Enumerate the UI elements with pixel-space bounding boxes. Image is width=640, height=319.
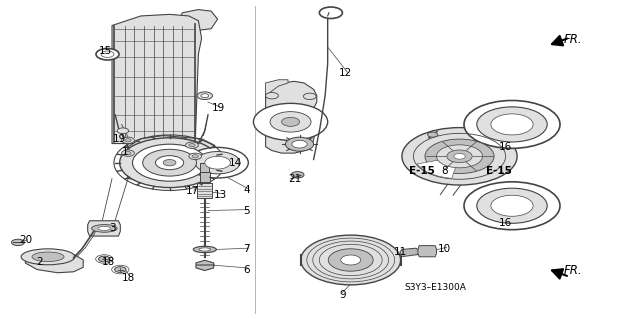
Text: 19: 19	[212, 103, 225, 114]
Text: 13: 13	[214, 189, 227, 200]
Polygon shape	[200, 172, 210, 182]
Circle shape	[115, 267, 126, 272]
Circle shape	[477, 188, 547, 223]
Circle shape	[187, 147, 248, 178]
Text: 14: 14	[229, 158, 242, 168]
Circle shape	[122, 137, 134, 144]
Ellipse shape	[92, 225, 117, 232]
Text: 16: 16	[499, 218, 512, 228]
Wedge shape	[417, 156, 460, 178]
Circle shape	[125, 139, 131, 142]
Circle shape	[402, 128, 517, 185]
Circle shape	[143, 149, 196, 176]
Polygon shape	[24, 250, 83, 273]
Circle shape	[491, 114, 533, 135]
Text: 8: 8	[442, 166, 448, 176]
Text: 18: 18	[122, 272, 134, 283]
Text: 4: 4	[243, 185, 250, 195]
Text: 9: 9	[339, 290, 346, 300]
Circle shape	[282, 117, 300, 126]
Text: 18: 18	[102, 257, 115, 267]
Circle shape	[436, 145, 483, 168]
Circle shape	[186, 142, 198, 148]
Circle shape	[197, 92, 212, 100]
Ellipse shape	[199, 248, 211, 251]
Text: E-15: E-15	[486, 166, 512, 176]
Text: FR.: FR.	[563, 33, 582, 46]
Circle shape	[447, 150, 472, 163]
Circle shape	[132, 144, 207, 181]
Ellipse shape	[21, 249, 75, 265]
Circle shape	[201, 94, 209, 98]
Text: 5: 5	[243, 205, 250, 216]
Polygon shape	[400, 248, 419, 256]
Polygon shape	[125, 136, 221, 182]
Polygon shape	[88, 221, 120, 236]
Circle shape	[491, 195, 533, 216]
Circle shape	[192, 155, 198, 158]
Ellipse shape	[98, 226, 111, 230]
Circle shape	[270, 112, 311, 132]
Text: 11: 11	[394, 247, 406, 257]
Circle shape	[454, 153, 465, 159]
Circle shape	[99, 256, 110, 262]
Text: 15: 15	[99, 46, 112, 56]
Text: 10: 10	[438, 244, 451, 254]
Polygon shape	[266, 81, 317, 153]
Circle shape	[96, 48, 119, 60]
Circle shape	[117, 128, 129, 134]
Circle shape	[120, 138, 220, 188]
Circle shape	[301, 235, 401, 285]
Ellipse shape	[193, 246, 216, 253]
Circle shape	[12, 239, 24, 246]
Text: 19: 19	[113, 134, 125, 144]
Ellipse shape	[32, 252, 64, 262]
Circle shape	[425, 139, 494, 174]
Text: S3Y3–E1300A: S3Y3–E1300A	[404, 283, 466, 292]
Circle shape	[195, 152, 240, 174]
Text: 12: 12	[339, 68, 352, 78]
Polygon shape	[418, 246, 436, 257]
Text: 21: 21	[288, 174, 301, 184]
Circle shape	[253, 103, 328, 140]
Circle shape	[464, 182, 560, 230]
Text: 1: 1	[122, 146, 128, 157]
Circle shape	[266, 93, 278, 99]
Circle shape	[319, 7, 342, 19]
Circle shape	[163, 160, 176, 166]
Circle shape	[303, 93, 316, 100]
Text: 3: 3	[109, 223, 115, 233]
Text: 16: 16	[499, 142, 512, 152]
Text: 2: 2	[36, 257, 43, 267]
Circle shape	[477, 107, 547, 142]
Circle shape	[205, 156, 230, 169]
Text: 17: 17	[186, 186, 198, 197]
Text: 7: 7	[243, 244, 250, 254]
Circle shape	[285, 137, 314, 151]
Circle shape	[125, 152, 131, 155]
Text: FR.: FR.	[563, 264, 582, 277]
Circle shape	[464, 100, 560, 148]
Circle shape	[189, 153, 202, 160]
Polygon shape	[112, 14, 202, 144]
Circle shape	[292, 140, 307, 148]
Circle shape	[101, 51, 114, 57]
Text: E-15: E-15	[410, 166, 435, 176]
Polygon shape	[196, 260, 214, 271]
Circle shape	[122, 150, 134, 156]
Polygon shape	[197, 183, 212, 198]
Polygon shape	[200, 163, 209, 172]
Text: 20: 20	[19, 235, 32, 245]
Circle shape	[291, 172, 304, 178]
Circle shape	[340, 255, 361, 265]
Circle shape	[328, 249, 373, 271]
Polygon shape	[266, 80, 288, 96]
Circle shape	[156, 156, 184, 170]
Polygon shape	[179, 10, 218, 30]
Circle shape	[428, 132, 438, 137]
Text: 6: 6	[243, 264, 250, 275]
Circle shape	[189, 144, 195, 147]
